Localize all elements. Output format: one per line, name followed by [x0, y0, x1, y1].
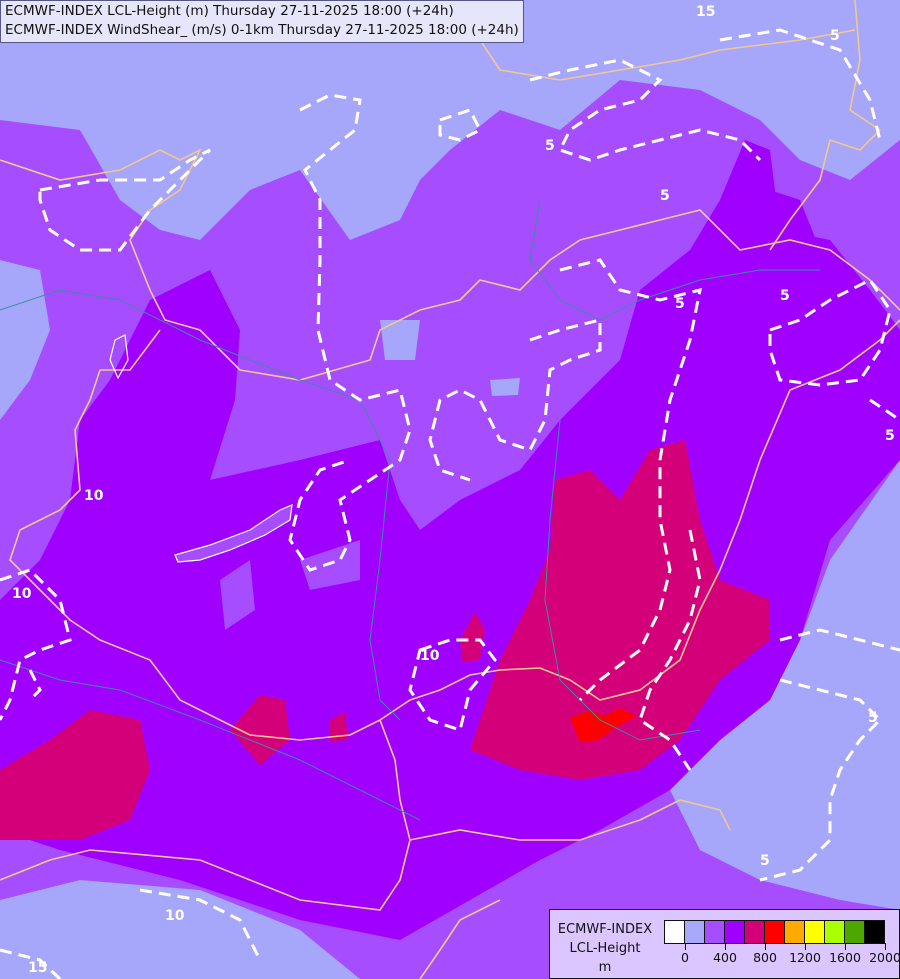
legend-swatch — [865, 921, 884, 943]
legend-color-bar — [664, 920, 885, 944]
legend-tick-label: 2000 — [869, 950, 900, 965]
svg-text:5: 5 — [830, 28, 840, 44]
contour-labels: 15 5 5 5 5 5 5 10 10 10 5 5 10 15 — [12, 4, 895, 976]
legend-swatch — [765, 921, 785, 943]
legend-tick — [765, 943, 766, 950]
legend-swatch — [705, 921, 725, 943]
legend-swatch — [805, 921, 825, 943]
legend-tick-label: 400 — [713, 950, 737, 965]
rivers — [0, 199, 820, 821]
svg-text:5: 5 — [675, 296, 685, 312]
svg-text:5: 5 — [885, 428, 895, 444]
legend-swatch — [785, 921, 805, 943]
legend-tick-label: 1200 — [789, 950, 821, 965]
legend-tick-label: 0 — [681, 950, 689, 965]
legend-tick-label: 800 — [753, 950, 777, 965]
svg-text:5: 5 — [868, 710, 878, 726]
legend-swatch — [665, 921, 685, 943]
svg-text:5: 5 — [760, 853, 770, 869]
svg-text:10: 10 — [84, 488, 104, 504]
lake-neusiedl — [109, 334, 129, 380]
svg-text:15: 15 — [28, 960, 47, 976]
map-title-box: ECMWF-INDEX LCL-Height (m) Thursday 27-1… — [0, 0, 524, 43]
svg-text:5: 5 — [545, 138, 555, 154]
legend-tick-label: 1600 — [829, 950, 861, 965]
svg-text:5: 5 — [660, 188, 670, 204]
title-windshear: ECMWF-INDEX WindShear_ (m/s) 0-1km Thurs… — [5, 22, 519, 38]
legend-swatch — [745, 921, 765, 943]
windshear-contours — [0, 28, 900, 979]
legend-swatch — [685, 921, 705, 943]
legend-swatch — [725, 921, 745, 943]
legend-swatch — [845, 921, 865, 943]
legend-tick — [885, 943, 886, 950]
color-legend: ECMWF-INDEX LCL-Height m 0 400 800 1200 1600… — [549, 909, 900, 979]
svg-text:10: 10 — [12, 586, 32, 602]
svg-text:5: 5 — [780, 288, 790, 304]
legend-tick — [685, 943, 686, 950]
svg-text:10: 10 — [420, 648, 440, 664]
legend-swatch — [825, 921, 845, 943]
legend-title: ECMWF-INDEX LCL-Height m — [557, 922, 653, 975]
svg-text:15: 15 — [696, 4, 715, 20]
svg-text:10: 10 — [165, 908, 185, 924]
lcl-red-region — [570, 708, 636, 742]
lcl-magenta-regions — [0, 440, 770, 840]
legend-tick — [725, 943, 726, 950]
title-lcl-height: ECMWF-INDEX LCL-Height (m) Thursday 27-1… — [5, 3, 454, 19]
legend-tick — [805, 943, 806, 950]
lake-balaton — [174, 504, 293, 563]
legend-tick — [845, 943, 846, 950]
